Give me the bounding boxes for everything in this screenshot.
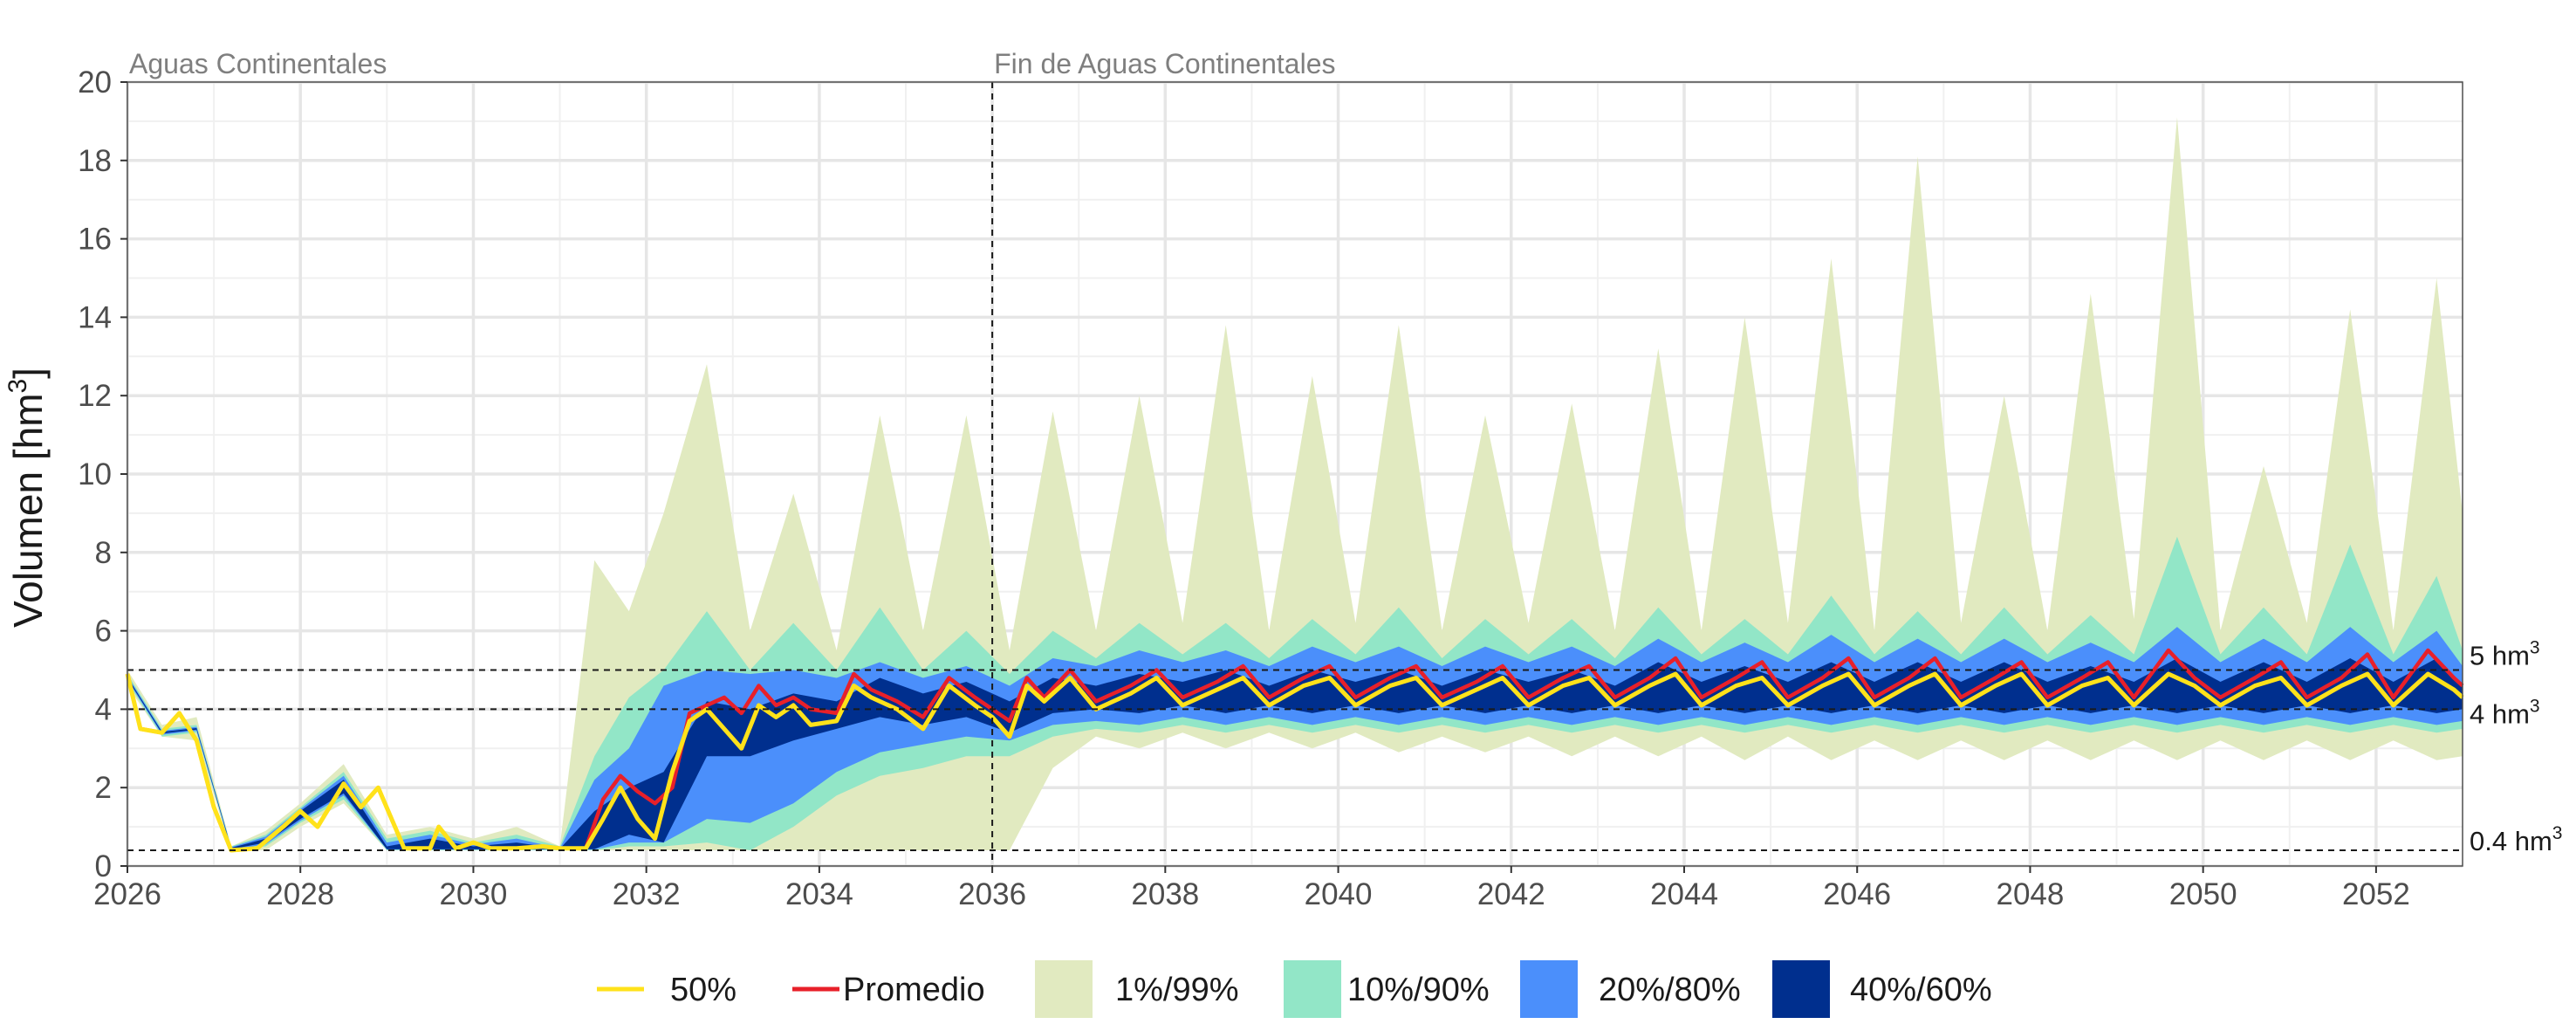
legend-label-20-80-: 20%/80% [1599,972,1741,1008]
x-tick-label: 2038 [1131,877,1199,911]
y-tick-label: 2 [95,771,112,805]
x-tick-label: 2036 [958,877,1026,911]
y-tick-label: 8 [95,536,112,570]
y-axis-ticks: 0 2 4 6 8 10 12 14 16 18 20 [78,65,127,883]
x-tick-label: 2046 [1823,877,1891,911]
hline-label: 5 hm3 [2470,638,2540,671]
legend-key-20-80- [1520,960,1578,1018]
x-tick-label: 2030 [440,877,508,911]
x-tick-label: 2026 [93,877,161,911]
y-tick-label: 18 [78,144,112,178]
x-tick-label: 2028 [266,877,334,911]
legend-key-40-60- [1772,960,1830,1018]
hline-label: 4 hm3 [2470,696,2540,729]
x-tick-label: 2052 [2342,877,2410,911]
series-lines [125,648,2464,853]
x-tick-label: 2034 [785,877,853,911]
x-tick-label: 2048 [1997,877,2065,911]
x-tick-label: 2050 [2169,877,2237,911]
annotation-label: Aguas Continentales [129,48,387,79]
y-tick-label: 0 [95,849,112,883]
x-tick-label: 2044 [1650,877,1718,911]
y-tick-label: 12 [78,379,112,413]
x-tick-label: 2040 [1305,877,1373,911]
legend-label-promedio: Promedio [843,972,985,1008]
y-tick-label: 16 [78,223,112,257]
y-axis-label: Volumen [hm3] [3,368,51,628]
legend-key-1-99- [1035,960,1093,1018]
legend-label-50-: 50% [670,972,736,1008]
band-40-60- [127,658,2463,849]
x-axis-ticks: 2026 2028 2030 2032 2034 2036 2038 2040 2042 2044… [93,866,2410,911]
annotations: Aguas Continentales Fin de Aguas Continen… [129,48,1335,79]
y-tick-label: 14 [78,300,112,334]
x-tick-label: 2042 [1477,877,1545,911]
legend-key-10-90- [1284,960,1341,1018]
hline-label: 0.4 hm3 [2470,823,2562,856]
legend: 50% Promedio 1%/99% 10%/90% 20%/80% 40%/60% [597,960,1992,1018]
annotation-label: Fin de Aguas Continentales [994,48,1335,79]
legend-label-1-99-: 1%/99% [1115,972,1239,1008]
percentile-bands [127,117,2463,850]
y-tick-label: 6 [95,615,112,649]
line-50- [125,671,2464,853]
reference-lines: 5 hm3 4 hm3 0.4 hm3 [127,82,2562,866]
legend-label-40-60-: 40%/60% [1850,972,1992,1008]
x-tick-label: 2032 [613,877,681,911]
legend-label-10-90-: 10%/90% [1347,972,1490,1008]
y-tick-label: 20 [78,65,112,100]
y-tick-label: 10 [78,457,112,491]
y-tick-label: 4 [95,692,112,726]
